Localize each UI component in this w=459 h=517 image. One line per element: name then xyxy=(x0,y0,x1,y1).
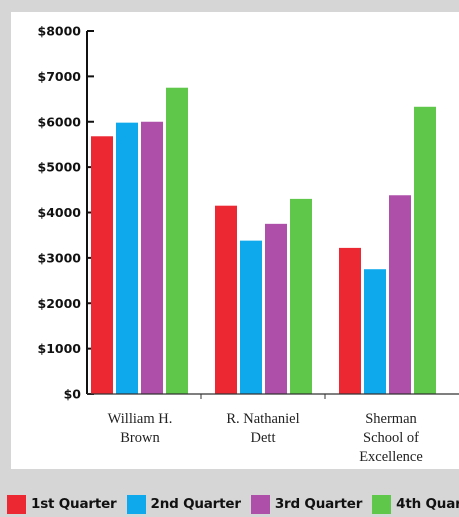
legend-item: 4th Quarter xyxy=(372,494,459,514)
y-tick-label: $2000 xyxy=(38,296,82,311)
bar xyxy=(215,205,237,394)
x-tick-label: Sherman School of Excellence xyxy=(359,411,423,465)
bar-chart: $0 $1000 $2000 $3000 $4000 $5000 $6000 $7000 $80… xyxy=(38,24,459,465)
legend-item: 1st Quarter xyxy=(7,494,117,514)
bar xyxy=(166,87,188,394)
legend-item: 3rd Quarter xyxy=(250,494,363,514)
legend-swatch xyxy=(126,494,146,514)
bar xyxy=(141,121,163,394)
y-tick-label: $1000 xyxy=(38,341,82,356)
legend-label: 1st Quarter xyxy=(31,496,117,512)
y-tick-label: $8000 xyxy=(38,24,82,39)
legend: 1st Quarter 2nd Quarter 3rd Quarter 4th Qua… xyxy=(0,492,459,516)
y-tick-label: $7000 xyxy=(38,69,82,84)
bar xyxy=(240,240,262,394)
x-tick-label: R. Nathaniel Dett xyxy=(226,411,299,446)
bar xyxy=(290,198,312,394)
legend-label: 3rd Quarter xyxy=(274,496,363,512)
bar xyxy=(364,269,386,394)
y-tick-label: $3000 xyxy=(38,250,82,265)
y-tick-label: $0 xyxy=(64,387,82,402)
legend-swatch xyxy=(250,494,270,514)
legend-swatch xyxy=(7,494,26,514)
bar xyxy=(339,247,361,394)
legend-label: 2nd Quarter xyxy=(150,496,241,512)
bar xyxy=(414,106,436,395)
bar xyxy=(265,223,287,394)
bar xyxy=(91,136,113,394)
y-tick-label: $5000 xyxy=(38,160,82,175)
x-tick-label: William H. Brown xyxy=(108,411,173,446)
y-tick-label: $6000 xyxy=(38,114,82,129)
bar xyxy=(389,195,411,394)
legend-item: 2nd Quarter xyxy=(126,494,241,514)
plot-panel: $0 $1000 $2000 $3000 $4000 $5000 $6000 $7000 $80… xyxy=(11,12,459,469)
bar xyxy=(116,122,138,394)
legend-swatch xyxy=(372,494,392,514)
y-tick-label: $4000 xyxy=(38,205,82,220)
legend-label: 4th Quarter xyxy=(396,496,459,512)
